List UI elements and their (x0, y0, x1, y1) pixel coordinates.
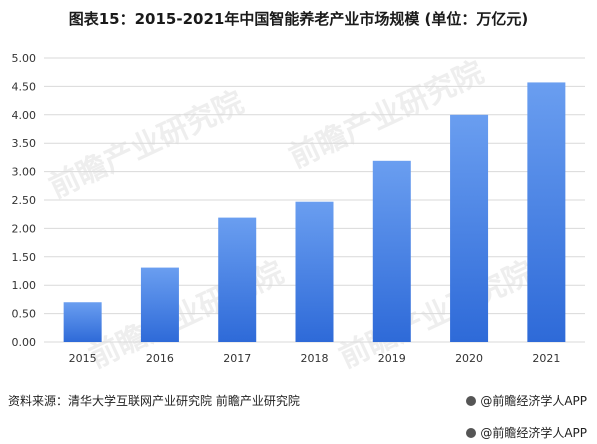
chart-title: 图表15：2015-2021年中国智能养老产业市场规模 (单位：万亿元) (68, 10, 529, 28)
x-tick-label: 2016 (146, 352, 174, 365)
brand-icon (466, 396, 477, 406)
y-tick-label: 2.00 (12, 222, 37, 235)
x-tick-label: 2019 (378, 352, 406, 365)
source-note: 资料来源：清华大学互联网产业研究院 前瞻产业研究院 (8, 394, 300, 408)
bar-2019 (372, 160, 411, 342)
y-tick-label: 0.50 (12, 308, 37, 321)
x-tick-label: 2015 (69, 352, 97, 365)
x-tick-label: 2021 (532, 352, 560, 365)
bar-2018 (295, 201, 334, 342)
y-axis-ticks: 0.00 0.50 1.00 1.50 2.00 2.50 3.00 3.50 4.00 4.50… (12, 52, 37, 349)
bar-2016 (140, 267, 179, 342)
y-tick-label: 1.50 (12, 251, 37, 264)
bar-2020 (450, 114, 489, 342)
brand-text: @前瞻经济学人APP (480, 394, 587, 408)
y-tick-label: 5.00 (12, 52, 37, 65)
y-tick-label: 0.00 (12, 336, 37, 349)
footer-brand-text: @前瞻经济学人APP (480, 426, 587, 440)
y-tick-label: 4.00 (12, 109, 37, 122)
x-tick-label: 2020 (455, 352, 483, 365)
bar-2021 (527, 82, 566, 342)
brand-label: @前瞻经济学人APP (466, 392, 587, 409)
y-tick-label: 4.50 (12, 80, 37, 93)
brand-icon (466, 428, 477, 438)
y-tick-label: 1.00 (12, 279, 37, 292)
y-tick-label: 2.50 (12, 194, 37, 207)
y-tick-label: 3.00 (12, 166, 37, 179)
bars (63, 82, 566, 342)
x-tick-label: 2017 (223, 352, 251, 365)
bar-2015 (63, 302, 102, 342)
footer-brand-label: @前瞻经济学人APP (466, 424, 587, 441)
y-tick-label: 3.50 (12, 137, 37, 150)
x-axis-ticks: 2015 2016 2017 2018 2019 2020 2021 (69, 352, 561, 365)
bar-2017 (218, 217, 257, 342)
x-tick-label: 2018 (301, 352, 329, 365)
